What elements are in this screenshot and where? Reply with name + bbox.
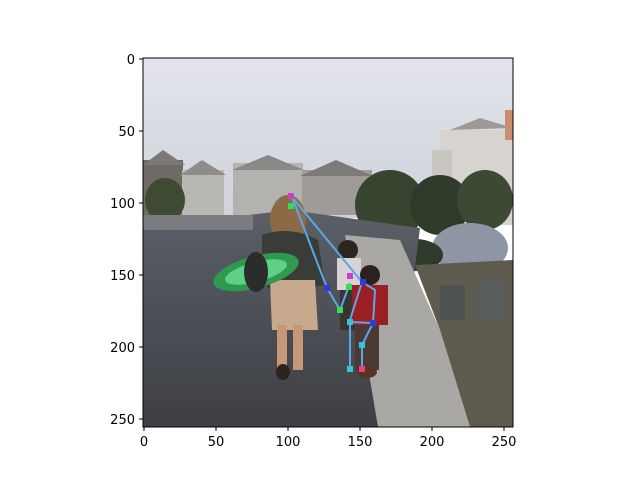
y-tick-label: 150	[110, 269, 135, 284]
keypoint	[347, 319, 353, 325]
keypoint	[288, 193, 294, 199]
y-axis	[139, 58, 143, 420]
y-tick-label: 0	[127, 53, 135, 68]
keypoint	[360, 279, 366, 285]
x-tick-label: 150	[348, 435, 373, 450]
keypoint	[359, 366, 365, 372]
x-tick-label: 100	[276, 435, 301, 450]
child-red-shirt	[352, 265, 388, 378]
x-tick-label: 0	[140, 435, 148, 450]
skateboard	[213, 252, 299, 292]
keypoint	[324, 285, 330, 291]
x-tick-label: 200	[420, 435, 445, 450]
keypoint	[347, 273, 353, 279]
keypoint	[347, 366, 353, 372]
keypoint	[370, 320, 376, 326]
photo	[143, 58, 513, 427]
trash-can-2	[475, 280, 505, 320]
sidewalk	[345, 235, 470, 427]
x-tick-labels: 0 50 100 150 200 250	[140, 435, 517, 450]
keypoint	[337, 307, 343, 313]
keypoint	[288, 203, 294, 209]
keypoint	[359, 342, 365, 348]
x-axis	[143, 427, 505, 431]
y-tick-labels: 0 50 100 150 200 250	[110, 53, 135, 428]
x-tick-label: 50	[208, 435, 225, 450]
y-tick-label: 100	[110, 197, 135, 212]
y-tick-label: 200	[110, 341, 135, 356]
y-tick-label: 250	[110, 413, 135, 428]
pose-keypoints	[288, 193, 376, 372]
axes-frame	[142, 57, 514, 428]
keypoint	[346, 284, 352, 290]
y-tick-label: 50	[118, 125, 135, 140]
trash-can	[440, 285, 465, 320]
x-tick-label: 250	[492, 435, 517, 450]
